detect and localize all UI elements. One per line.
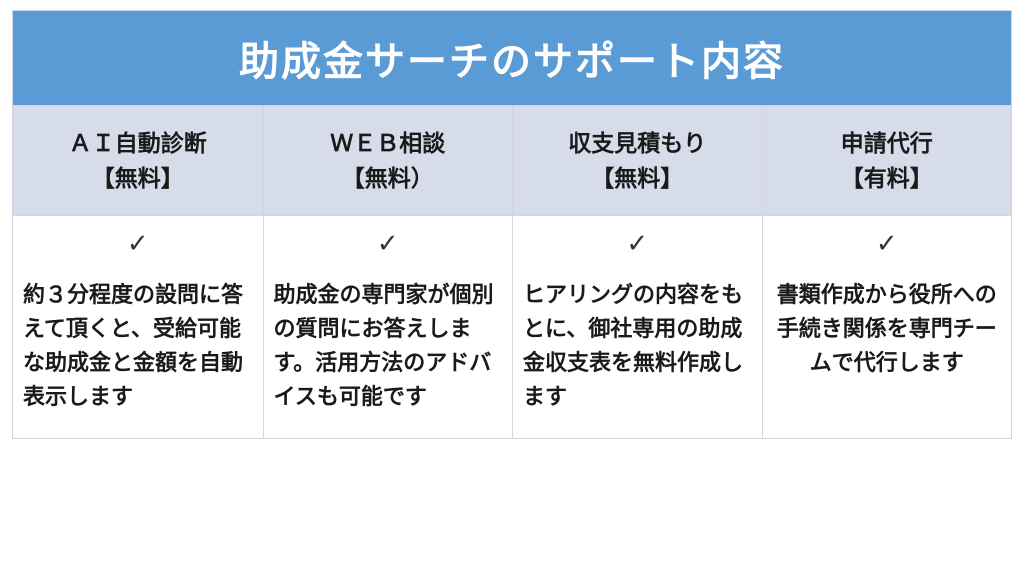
col-header-3: 申請代行 【有料】 [762,106,1012,215]
check-icon: ✓ [523,230,752,256]
col-header-2: 収支見積もり 【無料】 [512,106,762,215]
col-description: 約３分程度の設問に答えて頂くと、受給可能な助成金と金額を自動表示します [23,278,253,414]
col-header-line1: ＷＥＢ相談 [272,126,505,161]
col-description: 助成金の専門家が個別の質問にお答えします。活用方法のアドバイスも可能です [274,278,503,414]
col-body-1: ✓ 助成金の専門家が個別の質問にお答えします。活用方法のアドバイスも可能です [263,216,513,438]
check-icon: ✓ [23,230,253,256]
check-icon: ✓ [274,230,503,256]
col-header-line1: ＡＩ自動診断 [21,126,255,161]
col-body-0: ✓ 約３分程度の設問に答えて頂くと、受給可能な助成金と金額を自動表示します [13,216,263,438]
col-header-line2: 【無料】 [21,161,255,196]
check-icon: ✓ [773,230,1002,256]
table-body-row: ✓ 約３分程度の設問に答えて頂くと、受給可能な助成金と金額を自動表示します ✓ … [13,215,1011,438]
col-header-1: ＷＥＢ相談 【無料） [263,106,513,215]
table-title: 助成金サーチのサポート内容 [13,11,1011,105]
col-header-line1: 収支見積もり [521,126,754,161]
col-body-2: ✓ ヒアリングの内容をもとに、御社専用の助成金収支表を無料作成します [512,216,762,438]
col-body-3: ✓ 書類作成から役所への手続き関係を専門チームで代行します [762,216,1012,438]
col-header-line1: 申請代行 [771,126,1004,161]
col-header-line2: 【有料】 [771,161,1004,196]
support-table: 助成金サーチのサポート内容 ＡＩ自動診断 【無料】 ＷＥＢ相談 【無料） 収支見… [12,10,1012,439]
col-header-0: ＡＩ自動診断 【無料】 [13,106,263,215]
col-description: ヒアリングの内容をもとに、御社専用の助成金収支表を無料作成します [523,278,752,414]
col-description: 書類作成から役所への手続き関係を専門チームで代行します [773,278,1002,380]
col-header-line2: 【無料】 [521,161,754,196]
col-header-line2: 【無料） [272,161,505,196]
table-header-row: ＡＩ自動診断 【無料】 ＷＥＢ相談 【無料） 収支見積もり 【無料】 申請代行 … [13,105,1011,215]
